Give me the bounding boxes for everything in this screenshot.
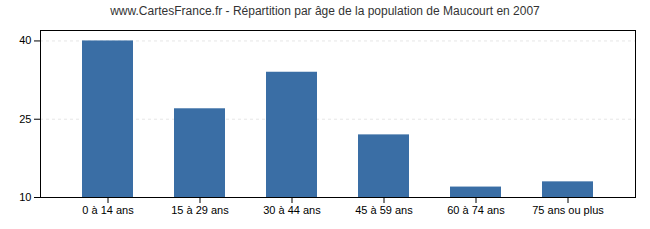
svg-text:25: 25: [19, 113, 31, 125]
html-text:www.CartesFrance.fr - Répartit: www.CartesFrance.fr - Répartition par âg…: [110, 4, 540, 18]
svg-text:30 à 44 ans: 30 à 44 ans: [263, 204, 321, 216]
svg-text:45 à 59 ans: 45 à 59 ans: [355, 204, 413, 216]
svg-text:60 à 74 ans: 60 à 74 ans: [447, 204, 505, 216]
svg-text:40: 40: [19, 34, 31, 46]
svg-text:10: 10: [19, 191, 31, 203]
svg-text:15 à 29 ans: 15 à 29 ans: [171, 204, 229, 216]
svg-text:75 ans ou plus: 75 ans ou plus: [532, 204, 604, 216]
svg-text:0 à 14 ans: 0 à 14 ans: [82, 204, 134, 216]
